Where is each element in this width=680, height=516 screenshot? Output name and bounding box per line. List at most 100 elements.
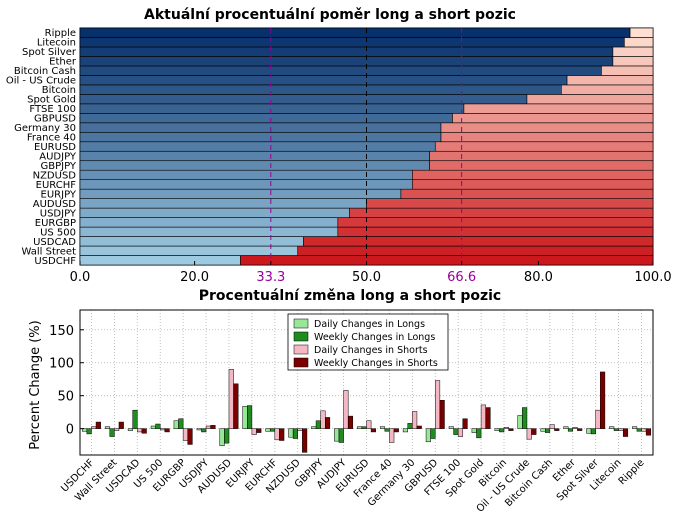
bar-daily-changes-in-shorts — [641, 428, 647, 432]
long-bar-eurusd — [79, 141, 436, 152]
bar-daily-changes-in-shorts — [618, 428, 624, 431]
long-bar-gbpjpy — [79, 160, 430, 171]
bar-weekly-changes-in-longs — [338, 428, 344, 443]
change-chart: Procentuální změna long a short pozic 0 5… — [28, 288, 654, 515]
short-bar-eurchf — [412, 179, 654, 190]
long-bar-germany-30 — [79, 122, 442, 133]
long-bar-audusd — [79, 198, 367, 209]
legend-swatch — [293, 318, 309, 329]
ratio-category-label: AUDJPY — [39, 151, 77, 162]
x-tick-label: 20.0 — [180, 270, 209, 285]
y-tick-label: 0 — [66, 423, 74, 438]
long-bar-ripple — [79, 27, 631, 38]
long-bar-eurgbp — [79, 217, 339, 228]
bar-weekly-changes-in-longs — [201, 428, 207, 433]
ratio-category-label: Oil - US Crude — [6, 76, 76, 87]
bar-weekly-changes-in-shorts — [393, 428, 399, 433]
long-bar-bitcoin — [79, 84, 562, 95]
bar-daily-changes-in-shorts — [503, 427, 509, 429]
long-bar-gbpusd — [79, 113, 453, 124]
long-bar-ether — [79, 56, 614, 67]
short-bar-ftse-100 — [463, 103, 654, 114]
bar-daily-changes-in-longs — [632, 426, 638, 429]
ratio-category-label: Ether — [49, 57, 77, 68]
bar-weekly-changes-in-shorts — [141, 428, 147, 434]
bar-weekly-changes-in-shorts — [279, 428, 285, 441]
change-chart-legend: Daily Changes in Longs Weekly Changes in … — [287, 313, 449, 371]
short-bar-gbpusd — [452, 113, 654, 124]
ratio-category-label: US 500 — [40, 227, 76, 238]
short-bar-ripple — [629, 27, 654, 38]
bar-weekly-changes-in-shorts — [622, 428, 629, 437]
long-bar-audjpy — [79, 150, 430, 162]
bar-weekly-changes-in-longs — [155, 423, 161, 429]
x-tick-label: 50.0 — [352, 270, 381, 285]
ratio-chart-bars — [79, 27, 654, 266]
bar-daily-changes-in-shorts — [480, 404, 486, 429]
change-chart-plot-frame — [79, 309, 654, 456]
bar-weekly-changes-in-longs — [453, 428, 459, 435]
x-tick-label: 100.0 — [634, 270, 671, 285]
change-category-label: Ripple — [617, 457, 647, 487]
long-bar-ftse-100 — [79, 103, 465, 114]
short-bar-ether — [612, 56, 654, 67]
change-chart-bars — [82, 369, 651, 453]
ratio-category-label: Spot Silver — [22, 47, 77, 58]
short-bar-usdchf — [240, 255, 654, 266]
bar-daily-changes-in-longs — [196, 428, 202, 431]
ratio-category-label: Bitcoin Cash — [14, 66, 76, 77]
bar-weekly-changes-in-shorts — [531, 428, 537, 435]
change-chart-y-axis-label: Percent Change (%) — [28, 320, 43, 449]
bar-weekly-changes-in-shorts — [118, 421, 124, 429]
bar-weekly-changes-in-shorts — [416, 425, 422, 429]
bar-weekly-changes-in-longs — [567, 428, 574, 432]
short-bar-eurgbp — [337, 217, 654, 228]
ratio-category-label: EURUSD — [34, 142, 76, 153]
bar-daily-changes-in-longs — [127, 428, 133, 431]
bar-daily-changes-in-shorts — [137, 428, 143, 433]
bar-weekly-changes-in-longs — [636, 428, 642, 432]
long-bar-eurchf — [79, 179, 413, 190]
bar-weekly-changes-in-shorts — [325, 417, 331, 429]
bar-daily-changes-in-shorts — [389, 428, 395, 443]
bar-weekly-changes-in-shorts — [302, 428, 308, 453]
bar-daily-changes-in-longs — [219, 428, 225, 447]
bar-daily-changes-in-shorts — [274, 428, 280, 441]
x-tick-label: 66.6 — [447, 270, 476, 285]
bar-daily-changes-in-shorts — [297, 428, 303, 431]
short-bar-nzdusd — [412, 169, 654, 180]
short-bar-spot-gold — [526, 94, 654, 105]
ratio-category-label: EURCHF — [36, 180, 77, 191]
ratio-category-label: NZDUSD — [33, 170, 77, 181]
ratio-category-label: Ripple — [45, 28, 76, 39]
legend-box — [287, 313, 449, 371]
short-bar-eurusd — [434, 141, 654, 152]
bar-weekly-changes-in-shorts — [164, 428, 170, 433]
long-bar-france-40 — [79, 131, 442, 143]
bar-daily-changes-in-shorts — [435, 380, 441, 429]
bar-weekly-changes-in-longs — [109, 428, 115, 437]
bar-daily-changes-in-longs — [471, 428, 477, 433]
bar-weekly-changes-in-longs — [132, 409, 138, 429]
bar-weekly-changes-in-longs — [545, 428, 551, 433]
bar-daily-changes-in-shorts — [549, 424, 555, 429]
bar-daily-changes-in-longs — [540, 428, 546, 432]
short-bar-germany-30 — [440, 122, 654, 133]
long-bar-wall-street — [79, 245, 299, 256]
short-bar-oil-us-crude — [566, 75, 654, 86]
bar-daily-changes-in-longs — [402, 428, 408, 433]
long-bar-spot-silver — [79, 46, 614, 57]
bar-daily-changes-in-shorts — [182, 428, 188, 441]
bar-weekly-changes-in-longs — [247, 405, 253, 429]
short-bar-audjpy — [429, 150, 654, 162]
bar-daily-changes-in-longs — [311, 426, 317, 429]
long-bar-nzdusd — [79, 169, 413, 180]
ratio-category-label: EURGBP — [35, 218, 76, 229]
long-bar-oil-us-crude — [79, 75, 568, 86]
long-bar-eurjpy — [79, 188, 402, 199]
bar-weekly-changes-in-longs — [224, 428, 230, 444]
bar-daily-changes-in-longs — [357, 426, 363, 429]
